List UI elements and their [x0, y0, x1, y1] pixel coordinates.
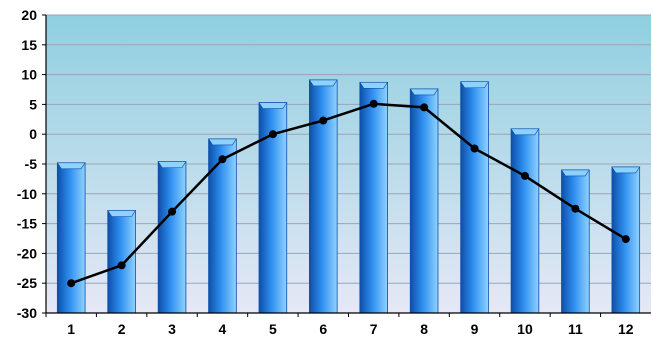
bar — [359, 81, 389, 314]
x-tick-label: 12 — [618, 321, 634, 337]
x-axis-ticks: 1 2 3 4 5 6 7 8 9 10 11 12 — [45, 313, 634, 337]
y-tick-label: 5 — [29, 96, 37, 112]
line-point — [268, 130, 277, 139]
bar-body — [510, 128, 540, 314]
bar — [208, 138, 237, 314]
y-tick-label: -25 — [17, 275, 37, 291]
bar-cap — [208, 138, 237, 146]
x-tick-label: 9 — [471, 321, 479, 337]
bar-cap — [308, 79, 338, 87]
line-point — [67, 279, 76, 288]
bar-cap — [560, 169, 590, 177]
y-tick-label: 10 — [21, 67, 37, 83]
x-tick-label: 6 — [319, 321, 327, 337]
bar-body — [56, 162, 86, 314]
y-tick-label: 0 — [29, 126, 37, 142]
bar-body — [157, 161, 187, 314]
bar — [460, 81, 489, 314]
bar-cap — [611, 166, 641, 174]
y-axis-ticks: 20 15 10 5 0 -5 -10 -15 -20 -25 -30 — [17, 7, 46, 321]
bar-cap — [258, 102, 288, 109]
bar — [107, 210, 137, 314]
line-series — [67, 99, 630, 288]
bar — [56, 162, 86, 314]
x-tick-label: 4 — [219, 321, 227, 337]
bar-cap — [107, 210, 137, 217]
line-point — [420, 103, 429, 112]
x-tick-label: 2 — [118, 321, 126, 337]
line-point — [319, 116, 328, 125]
y-tick-label: 15 — [21, 37, 37, 53]
bar — [510, 128, 540, 314]
bar-cap — [56, 162, 86, 170]
x-tick-label: 8 — [420, 321, 428, 337]
bar-body — [309, 79, 338, 314]
y-tick-label: -20 — [17, 245, 37, 261]
bar-cap — [157, 161, 187, 168]
x-tick-label: 7 — [370, 321, 378, 337]
bar — [611, 166, 641, 314]
line-point — [168, 207, 177, 216]
x-tick-label: 11 — [568, 321, 583, 337]
line-point — [621, 235, 630, 244]
y-tick-label: -10 — [17, 186, 37, 202]
bar — [560, 169, 590, 314]
y-tick-label: 20 — [21, 7, 37, 23]
bar-cap — [409, 88, 439, 96]
bar-series — [56, 79, 641, 314]
x-tick-label: 10 — [517, 321, 533, 337]
line-point — [470, 144, 479, 153]
bar-body — [460, 81, 489, 314]
x-tick-label: 3 — [168, 321, 176, 337]
x-tick-label: 5 — [269, 321, 277, 337]
line-point — [117, 261, 126, 270]
y-tick-label: -30 — [17, 305, 37, 321]
line-point — [571, 204, 580, 213]
line-point — [520, 171, 529, 180]
bar-cap — [359, 82, 389, 89]
line-point — [369, 99, 378, 108]
bar-body — [208, 138, 237, 314]
bar — [157, 161, 187, 314]
y-tick-label: -15 — [17, 216, 37, 232]
bar-cap — [510, 128, 540, 136]
line-point — [218, 155, 227, 164]
bar-body — [561, 169, 590, 314]
x-tick-label: 1 — [67, 321, 75, 337]
bar-body — [359, 81, 388, 314]
bar — [308, 79, 338, 314]
y-tick-label: -5 — [25, 156, 38, 172]
bar-cap — [460, 81, 489, 89]
bar — [409, 88, 439, 314]
bar-body — [409, 88, 439, 314]
series-line — [70, 102, 627, 285]
